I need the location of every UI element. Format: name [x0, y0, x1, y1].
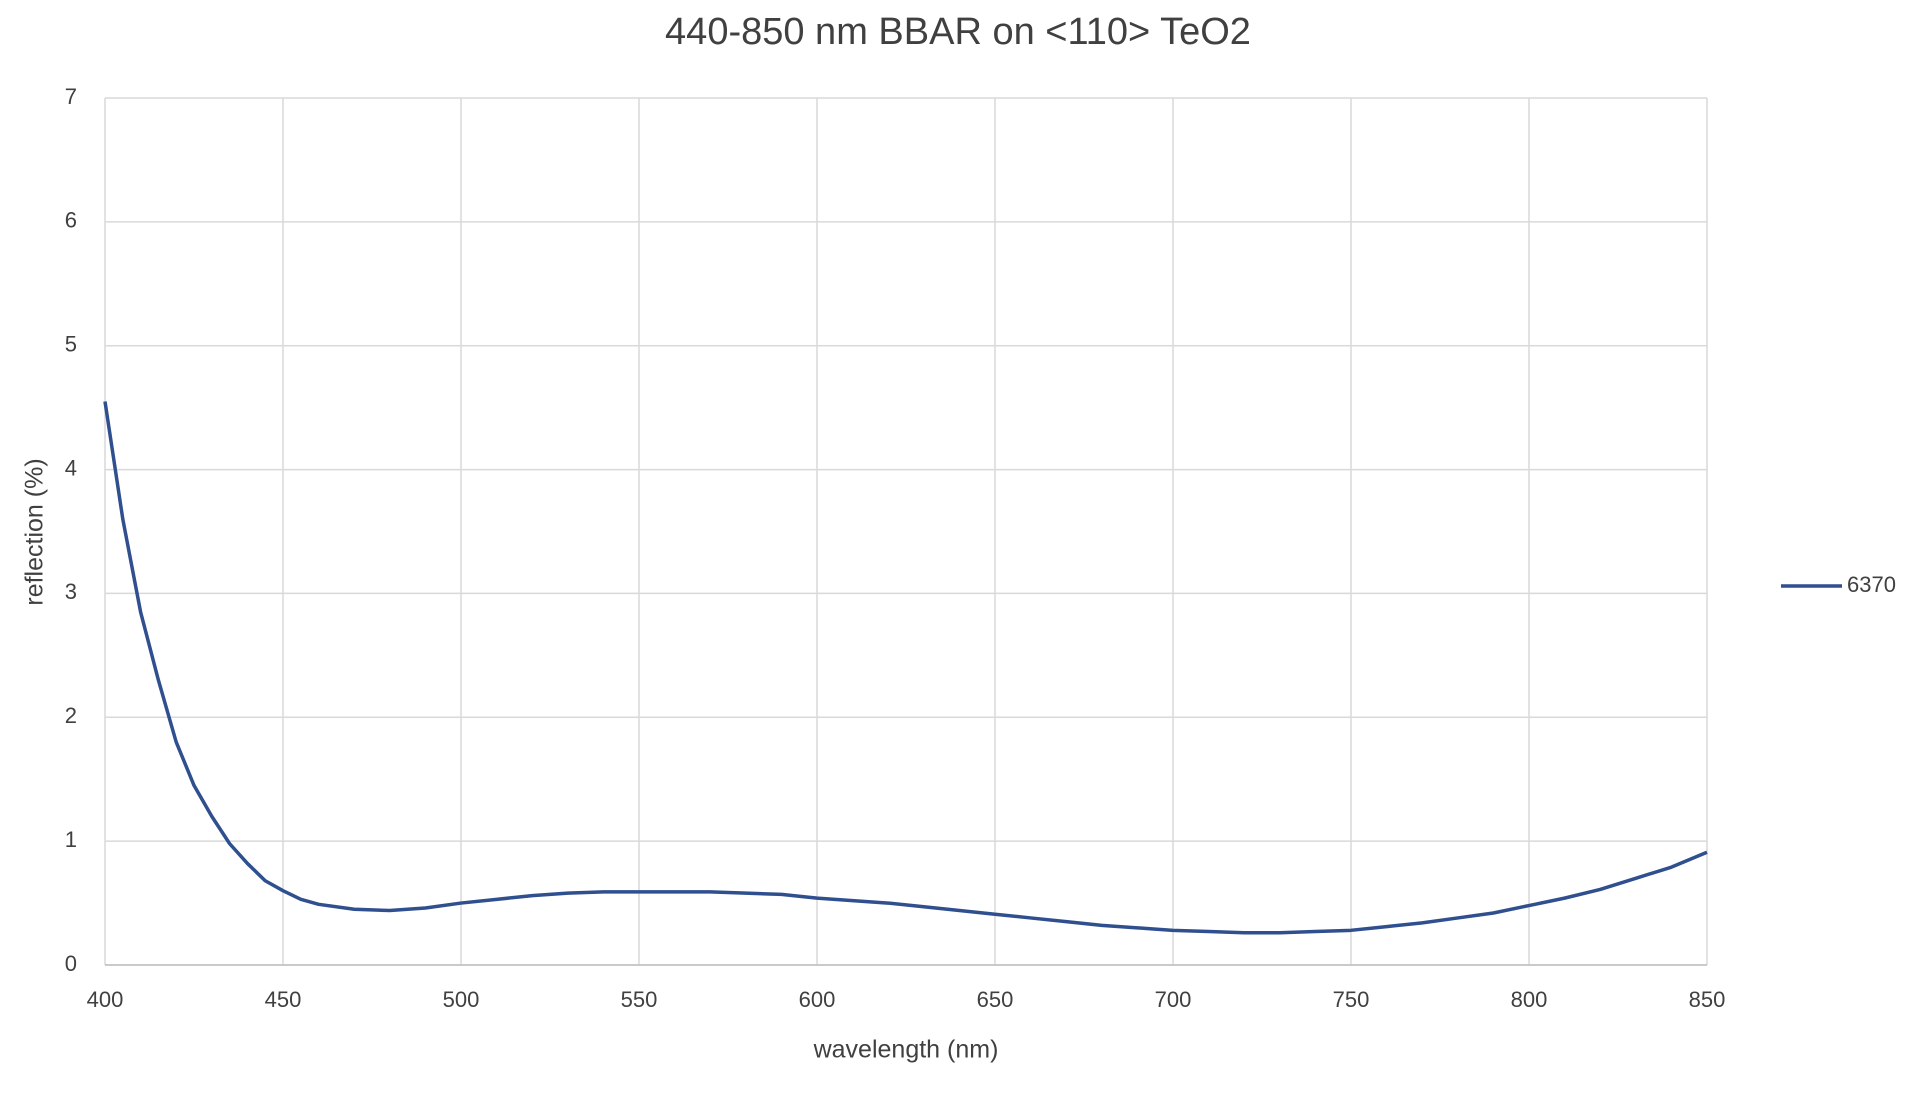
series-line [103, 401, 1708, 935]
x-tick-label: 650 [977, 987, 1014, 1012]
y-tick-label: 4 [65, 455, 77, 480]
y-tick-label: 5 [65, 332, 77, 357]
x-axis-label: wavelength (nm) [813, 1036, 999, 1064]
x-tick-label: 700 [1155, 987, 1192, 1012]
x-tick-label: 850 [1689, 987, 1726, 1012]
y-tick-label: 0 [65, 951, 77, 976]
x-tick-label: 600 [799, 987, 836, 1012]
y-tick-label: 1 [65, 827, 77, 852]
x-tick-label: 450 [265, 987, 302, 1012]
x-tick-label: 550 [621, 987, 658, 1012]
y-axis-label: reflection (%) [21, 458, 49, 605]
y-tick-label: 3 [65, 579, 77, 604]
x-tick-label: 400 [87, 987, 124, 1012]
x-tick-label: 500 [443, 987, 480, 1012]
y-tick-label: 6 [65, 208, 77, 233]
legend-label: 6370 [1847, 572, 1896, 597]
y-tick-label: 2 [65, 703, 77, 728]
x-tick-label: 800 [1511, 987, 1548, 1012]
chart-title: 440-850 nm BBAR on <110> TeO2 [665, 11, 1251, 53]
x-tick-label: 750 [1333, 987, 1370, 1012]
y-tick-label: 7 [65, 84, 77, 109]
